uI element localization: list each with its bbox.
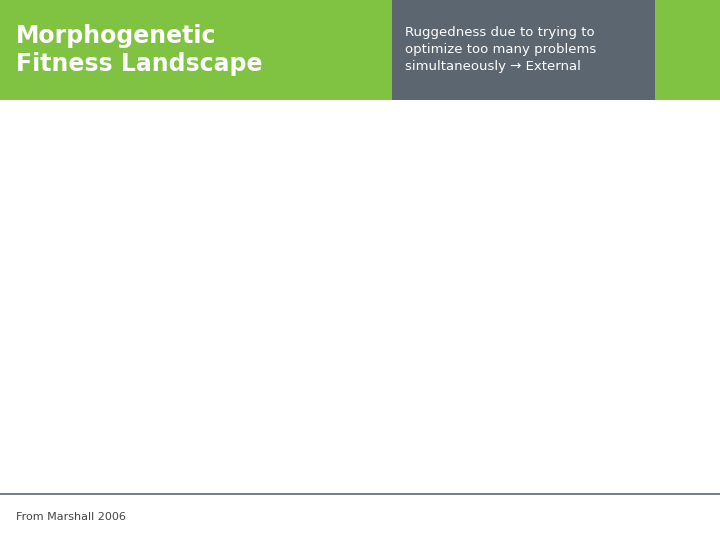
Ellipse shape [654, 382, 688, 425]
Ellipse shape [489, 325, 521, 364]
Bar [0, 100, 720, 494]
Ellipse shape [564, 244, 622, 295]
Text: 1: 1 [296, 229, 300, 235]
Bar [0, 0, 392, 100]
Ellipse shape [593, 329, 631, 360]
Text: Ruggedness due to trying to
optimize too many problems
simultaneously → External: Ruggedness due to trying to optimize too… [405, 26, 597, 73]
Text: a  Fitness landscapes: a Fitness landscapes [50, 106, 140, 115]
Ellipse shape [543, 383, 579, 432]
Ellipse shape [489, 254, 530, 293]
Text: Morphogenetic
Fitness Landscape: Morphogenetic Fitness Landscape [16, 24, 262, 76]
X-axis label: Morphogenetic rule 1: Morphogenetic rule 1 [69, 460, 125, 485]
Text: c  Locally optimal
   morphologies
   (bilaterian animals): c Locally optimal morphologies (bilateri… [477, 112, 567, 143]
X-axis label: Morphogenetic rule 1: Morphogenetic rule 1 [69, 274, 125, 300]
Bar [655, 0, 720, 100]
Text: From Marshall 2006: From Marshall 2006 [16, 512, 126, 522]
Ellipse shape [648, 326, 685, 370]
Y-axis label: Morphogenetic rule 2: Morphogenetic rule 2 [182, 256, 231, 297]
Text: 5: 5 [307, 356, 310, 361]
Ellipse shape [549, 441, 598, 477]
Ellipse shape [492, 437, 531, 472]
Ellipse shape [654, 251, 697, 295]
Text: 1 2: 1 2 [264, 356, 272, 361]
Text: 1        2        3: 1 2 3 [485, 237, 534, 243]
Ellipse shape [613, 431, 646, 478]
Text: b  Locally optimal
   morphologies
   (Niklas' plants): b Locally optimal morphologies (Niklas' … [261, 112, 336, 143]
Ellipse shape [531, 316, 575, 356]
Bar [392, 0, 655, 100]
Ellipse shape [664, 442, 698, 475]
Ellipse shape [595, 383, 639, 415]
Text: Cambrian: Cambrian [485, 306, 526, 315]
Y-axis label: Morphogenetic rule 2: Morphogenetic rule 2 [182, 442, 231, 482]
Text: 8: 8 [393, 356, 397, 361]
Text: Increased number of
frustrated needs
roughens landscape: Increased number of frustrated needs rou… [115, 301, 194, 332]
Text: 9  7: 9 7 [341, 356, 352, 361]
Text: Ediacaran: Ediacaran [485, 219, 527, 228]
Text: 2: 2 [365, 229, 369, 235]
Ellipse shape [482, 375, 526, 424]
Text: 3: 3 [434, 229, 438, 235]
